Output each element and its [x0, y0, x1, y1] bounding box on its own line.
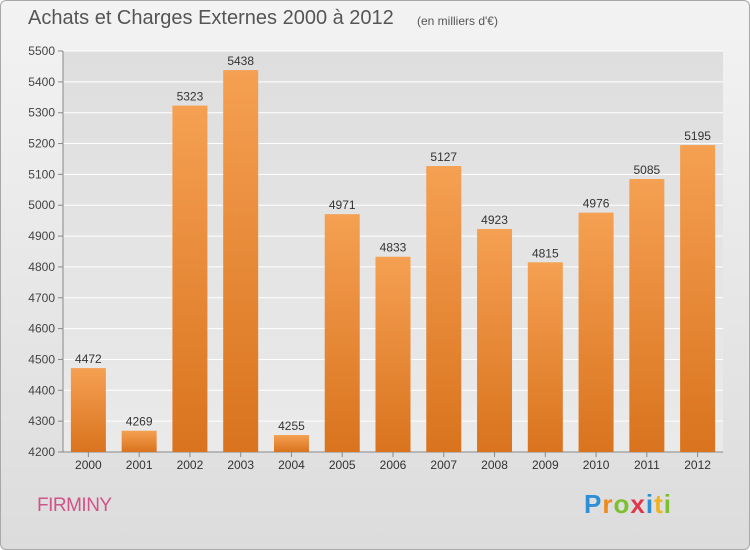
y-tick-label: 5200	[28, 137, 55, 151]
bar	[426, 166, 462, 452]
y-tick-label: 5500	[28, 44, 55, 58]
bar	[172, 105, 208, 453]
data-label: 5127	[430, 150, 457, 164]
x-tick-label: 2008	[481, 458, 508, 472]
y-tick-label: 5100	[28, 167, 55, 181]
logo-letter: i	[645, 489, 655, 519]
y-tick-label: 4400	[28, 383, 55, 397]
y-tick-label: 4700	[28, 291, 55, 305]
logo-letter: P	[584, 489, 603, 519]
data-label: 4971	[329, 198, 356, 212]
data-label: 4269	[126, 415, 153, 429]
bar	[527, 262, 563, 452]
y-tick-label: 4500	[28, 352, 55, 366]
y-tick-label: 5400	[28, 75, 55, 89]
data-label: 4923	[481, 213, 508, 227]
data-label: 4472	[75, 352, 102, 366]
x-tick-label: 2004	[278, 458, 305, 472]
bar	[273, 435, 309, 452]
y-tick-label: 4300	[28, 414, 55, 428]
chart-subtitle: (en milliers d'€)	[417, 14, 498, 28]
logo-letter: r	[602, 489, 614, 519]
bar	[121, 430, 157, 452]
x-tick-label: 2011	[634, 458, 660, 472]
bar	[629, 179, 665, 452]
x-tick-label: 2007	[430, 458, 457, 472]
x-tick-label: 2006	[380, 458, 407, 472]
bar	[324, 214, 360, 452]
location-label: FIRMINY	[37, 495, 112, 516]
x-tick-label: 2003	[227, 458, 254, 472]
y-tick-label: 4800	[28, 260, 55, 274]
proxiti-logo: Proxiti	[584, 489, 672, 520]
bar	[375, 256, 411, 452]
logo-letter: x	[630, 489, 646, 519]
y-tick-label: 4600	[28, 322, 55, 336]
bar	[578, 212, 614, 452]
data-label: 4833	[380, 241, 407, 255]
logo-letter: t	[654, 489, 664, 519]
bar	[223, 70, 259, 452]
data-label: 5323	[177, 90, 204, 104]
x-tick-label: 2005	[329, 458, 356, 472]
chart-title: Achats et Charges Externes 2000 à 2012	[28, 7, 394, 29]
x-tick-label: 2010	[583, 458, 610, 472]
x-tick-label: 2001	[126, 458, 153, 472]
bar	[680, 145, 716, 453]
y-tick-label: 4900	[28, 229, 55, 243]
x-tick-label: 2000	[75, 458, 102, 472]
x-tick-label: 2012	[684, 458, 711, 472]
data-label: 4255	[278, 419, 305, 433]
x-tick-label: 2002	[177, 458, 204, 472]
bar	[477, 228, 513, 452]
x-tick-label: 2009	[532, 458, 559, 472]
logo-letter: i	[663, 489, 672, 519]
y-tick-label: 4200	[28, 445, 55, 459]
data-label: 4976	[583, 197, 610, 211]
logo-letter: o	[613, 489, 631, 519]
data-label: 5085	[633, 163, 660, 177]
bar	[70, 368, 106, 452]
data-label: 5195	[684, 129, 711, 143]
y-tick-label: 5300	[28, 106, 55, 120]
data-label: 5438	[227, 54, 254, 68]
data-label: 4815	[532, 246, 559, 260]
y-tick-label: 5000	[28, 198, 55, 212]
